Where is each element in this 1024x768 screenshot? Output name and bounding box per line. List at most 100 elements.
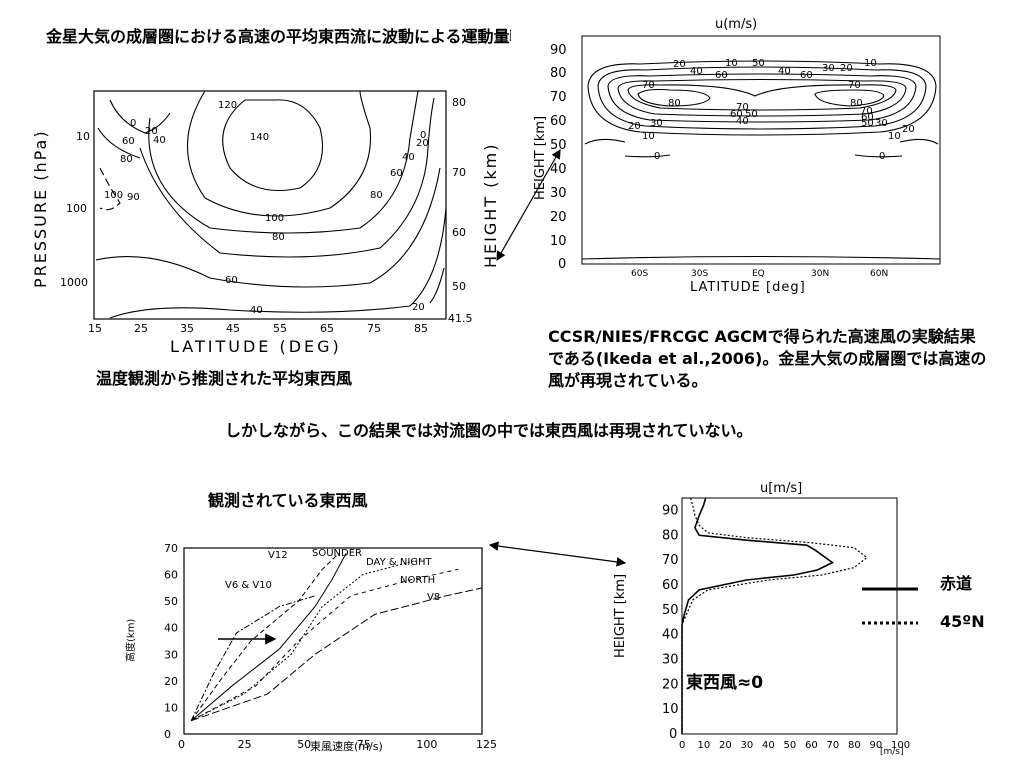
label-v8: V8 (427, 592, 440, 603)
contour-line (617, 78, 907, 117)
arrow-fig3-fig4 (488, 541, 627, 567)
svg-text:30: 30 (650, 118, 663, 129)
svg-text:70: 70 (550, 90, 567, 105)
svg-text:80: 80 (550, 66, 567, 81)
svg-text:45: 45 (226, 322, 240, 335)
x-tick-label: 70 (827, 740, 840, 751)
x-axis-label: LATITUDE (DEG) (170, 337, 342, 356)
svg-text:40: 40 (250, 305, 263, 316)
y-axis-label-right: HEIGHT (km) (481, 143, 500, 268)
east-wind-zero-label: 東西風≈0 (686, 673, 764, 693)
y-axis-label: 高度(km) (124, 619, 137, 662)
x-tick-label: 30 (741, 740, 754, 751)
label-sounder: SOUNDER (312, 548, 362, 559)
contour-line (854, 154, 903, 158)
svg-text:60: 60 (122, 136, 135, 147)
svg-text:30S: 30S (691, 269, 708, 279)
svg-text:40: 40 (736, 116, 749, 127)
svg-text:80: 80 (850, 98, 863, 109)
svg-text:0: 0 (420, 130, 426, 141)
plot-frame (183, 547, 483, 735)
svg-text:80: 80 (668, 98, 681, 109)
contour-line (587, 60, 937, 136)
svg-text:90: 90 (127, 192, 140, 203)
svg-text:50: 50 (745, 109, 758, 120)
svg-text:50: 50 (861, 118, 874, 129)
svg-text:60: 60 (452, 226, 466, 239)
y-tick-label: 10 (164, 701, 178, 714)
contour-line (97, 127, 141, 159)
y-tick-label: 70 (164, 542, 178, 555)
contour-line (607, 73, 917, 123)
x-tick-label: 60 (805, 740, 818, 751)
svg-text:40: 40 (402, 152, 415, 163)
svg-text:0: 0 (654, 151, 660, 162)
series-line-3 (190, 595, 316, 721)
x-axis-label: LATITUDE [deg] (690, 280, 806, 295)
y-tick-label: 90 (662, 503, 679, 518)
svg-text:100: 100 (265, 213, 284, 224)
svg-text:55: 55 (273, 322, 287, 335)
observed-profile-figure: 0 25 50 75 100 125 0 10 20 30 40 50 60 70 V12 SOUNDER… (124, 542, 497, 753)
series-line-4 (190, 568, 459, 722)
contour-line (109, 207, 447, 319)
series-line-0 (681, 497, 835, 734)
svg-text:60: 60 (550, 114, 567, 129)
svg-text:65: 65 (320, 322, 334, 335)
svg-text:75: 75 (367, 322, 381, 335)
svg-text:10: 10 (642, 131, 655, 142)
series-line-0 (190, 552, 340, 721)
contour-line (429, 267, 445, 304)
y-tick-label: 60 (164, 569, 178, 582)
svg-text:40: 40 (778, 66, 791, 77)
svg-text:30N: 30N (811, 269, 829, 279)
svg-text:50: 50 (752, 58, 765, 69)
arrow-fig1-fig2 (496, 148, 561, 262)
svg-text:60: 60 (800, 70, 813, 81)
x-tick-label: 90 (870, 740, 883, 751)
svg-text:80: 80 (272, 232, 285, 243)
svg-text:0: 0 (879, 151, 885, 162)
slide-title: 金星大気の成層圏における高速の平均東西流に波動による運動量輸送が重要な役割を果た… (46, 27, 511, 46)
svg-text:70: 70 (860, 106, 873, 117)
svg-text:30: 30 (875, 118, 888, 129)
label-day-night: DAY & NIGHT (366, 557, 433, 568)
contour-line (581, 255, 941, 260)
svg-text:60N: 60N (870, 269, 888, 279)
contour-line (899, 138, 939, 145)
svg-text:120: 120 (218, 100, 237, 111)
x-tick-label: 0 (679, 740, 685, 751)
y-tick-label: 60 (662, 578, 679, 593)
svg-text:70: 70 (736, 102, 749, 113)
label-north: NORTH (400, 575, 435, 586)
x-tick-label: 75 (357, 738, 371, 751)
x-tick-label: 40 (762, 740, 775, 751)
svg-text:20: 20 (628, 121, 641, 132)
x-tick-label: 0 (178, 738, 185, 751)
contour-line (584, 138, 626, 145)
chart-title: u(m/s) (715, 17, 757, 32)
svg-text:20: 20 (416, 138, 429, 149)
series-line-2 (190, 558, 423, 722)
svg-text:80: 80 (452, 96, 466, 109)
svg-text:1000: 1000 (60, 276, 88, 289)
contour-line (99, 167, 121, 211)
svg-text:70: 70 (452, 166, 466, 179)
observed-contour-figure: 0 20 40 60 80 90 100 120 140 100 80 60 4… (31, 90, 500, 356)
svg-text:80: 80 (120, 154, 133, 165)
svg-text:100: 100 (104, 190, 123, 201)
svg-text:10: 10 (864, 58, 877, 69)
contour-line (637, 88, 711, 107)
y-tick-label: 0 (669, 727, 677, 742)
y-tick-label: 10 (662, 702, 679, 717)
contour-line (139, 97, 435, 258)
plot-frame (93, 90, 447, 320)
caption-observed-wind: 観測されている東西風 (208, 491, 368, 510)
svg-text:70: 70 (642, 80, 655, 91)
svg-text:60: 60 (715, 70, 728, 81)
svg-text:80: 80 (370, 190, 383, 201)
svg-text:EQ: EQ (752, 269, 765, 279)
svg-text:41.5: 41.5 (448, 312, 473, 325)
contour-line (187, 90, 372, 217)
svg-text:60: 60 (861, 112, 874, 123)
